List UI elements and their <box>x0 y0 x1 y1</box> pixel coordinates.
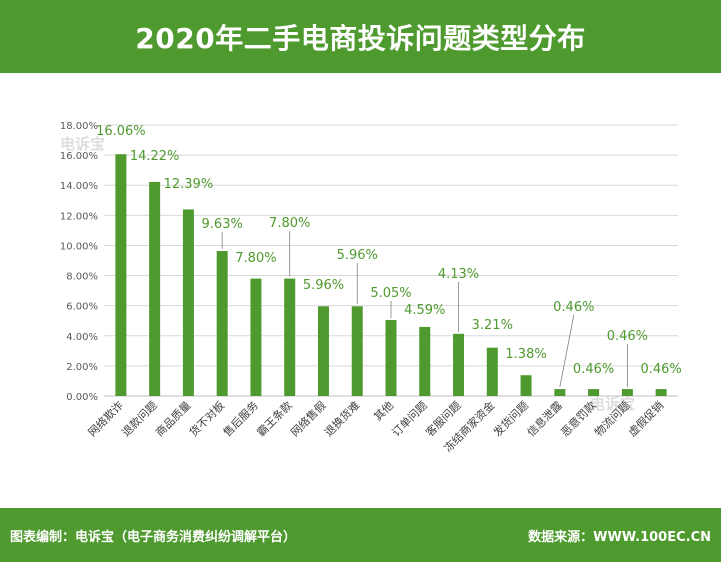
bar <box>385 319 397 396</box>
data-label: 7.80% <box>235 251 276 266</box>
chart-footer: 图表编制：电诉宝（电子商务消费纠纷调解平台） 数据来源：WWW.100EC.CN <box>0 508 721 562</box>
data-label: 0.46% <box>553 300 594 315</box>
bar <box>216 251 228 396</box>
bar <box>621 389 633 396</box>
y-tick-label: 8.00% <box>66 272 98 283</box>
watermark-left: 电诉宝 <box>60 135 106 153</box>
data-label: 0.46% <box>573 362 614 377</box>
data-label: 7.80% <box>269 216 310 231</box>
bar <box>149 181 161 396</box>
y-tick-label: 10.00% <box>60 241 98 252</box>
bar <box>655 389 667 396</box>
data-label: 9.63% <box>202 217 243 232</box>
y-tick-label: 2.00% <box>66 362 98 373</box>
category-label: 退款问题 <box>119 398 160 439</box>
data-label: 4.59% <box>404 303 445 318</box>
category-label: 售后服务 <box>220 398 261 439</box>
y-tick-label: 18.00% <box>60 121 98 132</box>
y-tick-label: 0.00% <box>66 392 98 403</box>
category-label: 货不对板 <box>186 398 227 439</box>
data-label: 16.06% <box>96 124 146 139</box>
data-label: 14.22% <box>130 149 180 164</box>
chart-header: 2020年二手电商投诉问题类型分布 <box>0 0 721 73</box>
data-label: 4.13% <box>438 267 479 282</box>
category-label: 发货问题 <box>490 398 531 439</box>
bar <box>317 306 329 396</box>
category-label: 虚假促销 <box>625 398 666 439</box>
data-label: 1.38% <box>505 347 546 362</box>
data-label: 12.39% <box>164 177 214 192</box>
bar <box>351 306 363 396</box>
category-label: 商品质量 <box>153 398 194 439</box>
bar <box>520 375 532 396</box>
data-label: 5.96% <box>303 278 344 293</box>
bar <box>284 278 296 396</box>
data-label: 3.21% <box>472 318 513 333</box>
category-label: 退换货难 <box>321 398 362 439</box>
data-label: 5.05% <box>370 286 411 301</box>
footer-source: 数据来源：WWW.100EC.CN <box>528 530 711 545</box>
category-label: 网络售假 <box>288 398 329 439</box>
category-label: 物流问题 <box>591 398 632 439</box>
bar <box>453 333 465 396</box>
chart-title: 2020年二手电商投诉问题类型分布 <box>135 21 586 55</box>
category-label: 订单问题 <box>390 399 430 439</box>
data-label: 0.46% <box>607 329 648 344</box>
category-label: 恶意罚款 <box>558 398 599 439</box>
data-label: 0.46% <box>640 362 681 377</box>
category-label: 网络欺诈 <box>85 398 126 439</box>
data-label: 5.96% <box>337 248 378 263</box>
category-label: 信息泄露 <box>524 398 565 439</box>
plot-area: 电诉宝 电诉宝 0.00% 2.00% 4.00% 6.00% 8.00% 10.00% 1… <box>0 73 721 508</box>
leader-line <box>559 314 575 388</box>
footer-credit: 图表编制：电诉宝（电子商务消费纠纷调解平台） <box>10 530 297 545</box>
y-tick-label: 16.00% <box>60 151 98 162</box>
bar <box>419 326 431 396</box>
y-tick-label: 6.00% <box>66 302 98 313</box>
bar <box>486 347 498 396</box>
category-label: 其他 <box>371 399 396 424</box>
y-tick-label: 14.00% <box>60 181 98 192</box>
bar-chart: 0.00% 2.00% 4.00% 6.00% 8.00% 10.00% 12.00% 14.… <box>60 121 682 455</box>
bar <box>250 278 262 396</box>
watermark-right: 电诉宝 <box>590 395 636 413</box>
bar <box>588 389 600 396</box>
y-tick-label: 12.00% <box>60 211 98 222</box>
bar <box>554 389 566 396</box>
category-label: 霸王条款 <box>254 398 295 439</box>
bar <box>115 154 127 396</box>
y-tick-label: 4.00% <box>66 332 98 343</box>
bar <box>182 209 194 396</box>
